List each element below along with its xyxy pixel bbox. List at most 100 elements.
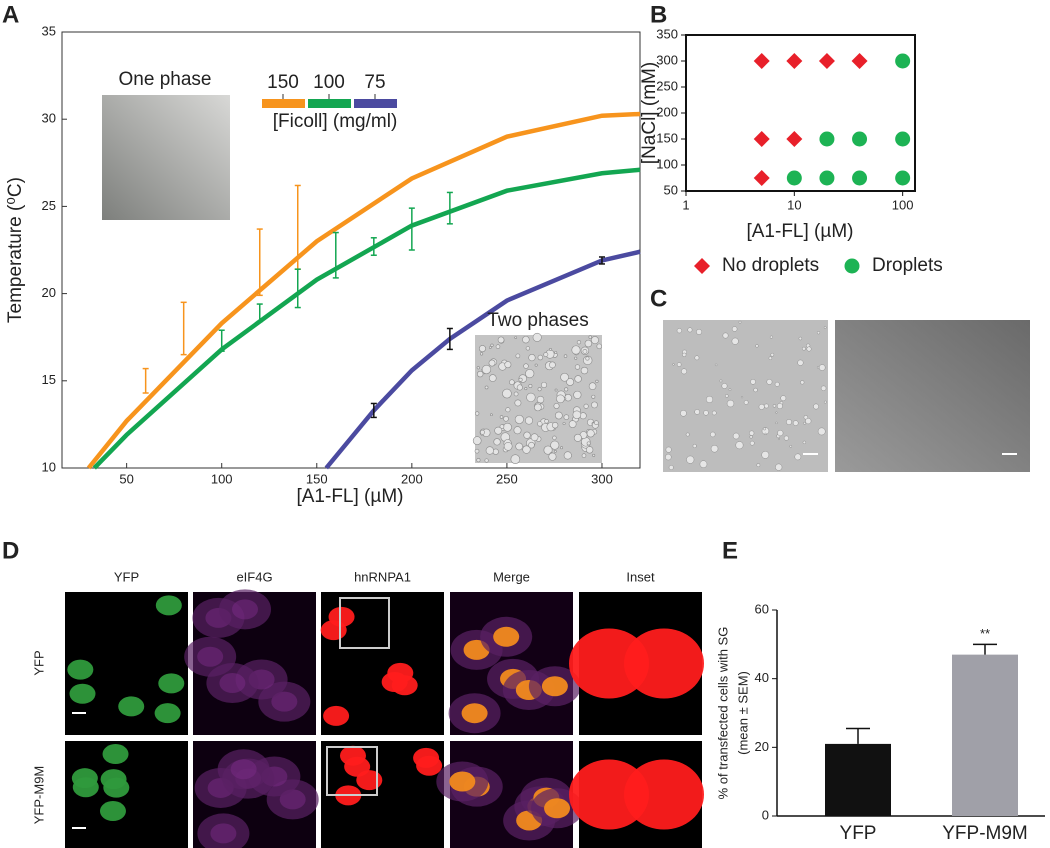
droplet	[488, 374, 497, 382]
droplet	[534, 363, 538, 367]
droplet	[590, 336, 599, 345]
droplet	[721, 382, 728, 389]
droplet	[775, 421, 778, 425]
droplet	[568, 420, 577, 428]
nucleus	[210, 823, 237, 844]
droplet	[528, 384, 533, 388]
marker	[753, 131, 770, 147]
nucleus	[67, 659, 94, 680]
droplet	[522, 445, 531, 454]
droplet	[509, 379, 515, 385]
droplet	[775, 411, 778, 414]
nucleus	[339, 745, 366, 766]
droplet	[523, 363, 529, 369]
droplet	[544, 419, 549, 424]
droplet	[488, 346, 492, 349]
droplet	[553, 449, 557, 453]
droplet	[806, 346, 812, 352]
droplet	[475, 411, 480, 416]
droplet	[510, 454, 521, 464]
x-tick-label: 50	[119, 471, 133, 486]
droplet	[586, 429, 595, 438]
nucleus	[493, 626, 520, 647]
nucleus	[624, 759, 704, 830]
droplet	[798, 336, 803, 341]
droplet	[554, 351, 558, 355]
droplet	[817, 427, 826, 436]
bar	[825, 743, 891, 816]
droplet	[722, 332, 729, 339]
droplet	[694, 355, 700, 361]
droplet	[553, 402, 560, 409]
droplet	[477, 370, 484, 378]
column-label: Inset	[626, 569, 655, 584]
droplet	[563, 354, 568, 358]
droplet	[484, 458, 489, 463]
droplet	[574, 356, 578, 360]
droplet	[777, 429, 784, 437]
fit-curve	[86, 111, 641, 470]
droplet	[476, 458, 481, 463]
y-tick-label: 150	[656, 130, 678, 145]
marker	[786, 170, 802, 186]
droplet	[480, 429, 485, 435]
droplet	[685, 432, 690, 437]
x-tick-label: 1	[682, 197, 689, 212]
nucleus	[197, 646, 224, 667]
column-label: eIF4G	[236, 569, 272, 584]
nucleus	[416, 755, 443, 776]
marker	[852, 170, 868, 186]
droplet	[775, 463, 783, 471]
plot-frame	[61, 31, 641, 469]
droplet	[769, 335, 773, 339]
droplet	[761, 450, 770, 459]
droplet	[749, 440, 755, 446]
micrograph	[663, 320, 828, 472]
droplet	[802, 346, 806, 351]
droplet	[816, 366, 820, 369]
droplet	[719, 379, 723, 383]
droplet	[514, 399, 522, 407]
y-tick-label: 35	[42, 23, 56, 38]
marker	[786, 53, 803, 69]
nucleus	[569, 759, 649, 830]
droplet	[749, 435, 753, 439]
legend-label: No droplets	[722, 255, 819, 276]
droplet	[563, 414, 570, 421]
y-tick-label: 40	[755, 670, 769, 685]
droplet	[805, 417, 812, 425]
droplet	[710, 431, 716, 438]
droplet	[728, 388, 732, 392]
legend-swatch	[262, 99, 305, 108]
droplet	[566, 378, 575, 386]
droplet	[686, 455, 695, 464]
droplet	[543, 352, 549, 357]
droplet	[505, 407, 511, 413]
nucleus	[219, 673, 246, 694]
marker	[895, 170, 911, 186]
droplet	[823, 400, 827, 404]
droplet	[493, 438, 501, 446]
x-axis-label: [A1-FL] (µM)	[296, 486, 403, 507]
x-tick-label: 250	[496, 471, 518, 486]
panel-label: A	[2, 1, 19, 28]
nucleus	[99, 801, 126, 822]
droplet	[584, 339, 593, 348]
droplet	[588, 335, 593, 339]
droplet	[818, 364, 826, 371]
droplet	[774, 381, 780, 387]
droplet	[574, 364, 581, 370]
droplet	[563, 451, 572, 460]
x-tick-label: 100	[892, 197, 914, 212]
droplet	[803, 421, 806, 425]
legend-title: [Ficoll] (mg/ml)	[273, 111, 398, 132]
droplet	[514, 414, 524, 424]
y-tick-label: 0	[762, 807, 769, 822]
droplet	[530, 433, 539, 442]
column-label: YFP	[114, 569, 139, 584]
droplet	[766, 378, 773, 385]
droplet	[768, 356, 773, 360]
droplet	[668, 465, 674, 470]
droplet	[472, 436, 482, 445]
